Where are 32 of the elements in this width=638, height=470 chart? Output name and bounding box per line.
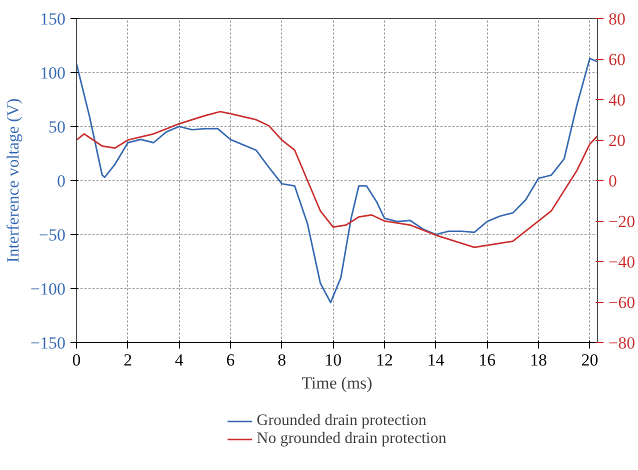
x-axis-title: Time (ms) [302, 374, 372, 392]
y-tick-label: 0 [57, 172, 66, 190]
y2-tick-label: −20 [608, 212, 636, 231]
x-tick-label: 14 [427, 350, 445, 370]
y2-tick-label: −60 [608, 293, 636, 312]
y2-tick-label: 20 [608, 131, 626, 150]
x-tick-label: 8 [278, 350, 286, 370]
y-tick-label: 150 [40, 10, 66, 28]
x-tick-label: 2 [124, 350, 132, 370]
y-tick-label: −100 [30, 280, 66, 298]
y-tick-label: 50 [48, 118, 66, 136]
x-tick-label: 4 [174, 350, 184, 370]
legend-label: Grounded drain protection [256, 412, 426, 430]
x-tick-label: 12 [376, 350, 393, 370]
y-tick-label: −150 [30, 334, 66, 352]
y-axis-title: Interference voltage (V) [3, 98, 22, 263]
y2-tick-label: 80 [608, 10, 626, 28]
y2-tick-label: 40 [608, 90, 626, 110]
y2-tick-label: −80 [608, 334, 636, 352]
legend-label: No grounded drain protection [256, 430, 446, 448]
y2-tick-label: 0 [608, 172, 617, 190]
x-tick-label: 6 [226, 350, 235, 370]
x-tick-label: 18 [530, 350, 547, 370]
x-tick-label: 20 [581, 350, 598, 370]
x-tick-label: 10 [324, 350, 342, 370]
x-tick-label: 0 [72, 350, 81, 370]
y-tick-label: 100 [40, 64, 66, 82]
x-tick-label: 16 [478, 350, 496, 370]
line-series [76, 58, 598, 304]
y-tick-label: −50 [38, 226, 66, 244]
y2-tick-label: 60 [608, 50, 626, 69]
y2-tick-label: −40 [608, 252, 636, 272]
